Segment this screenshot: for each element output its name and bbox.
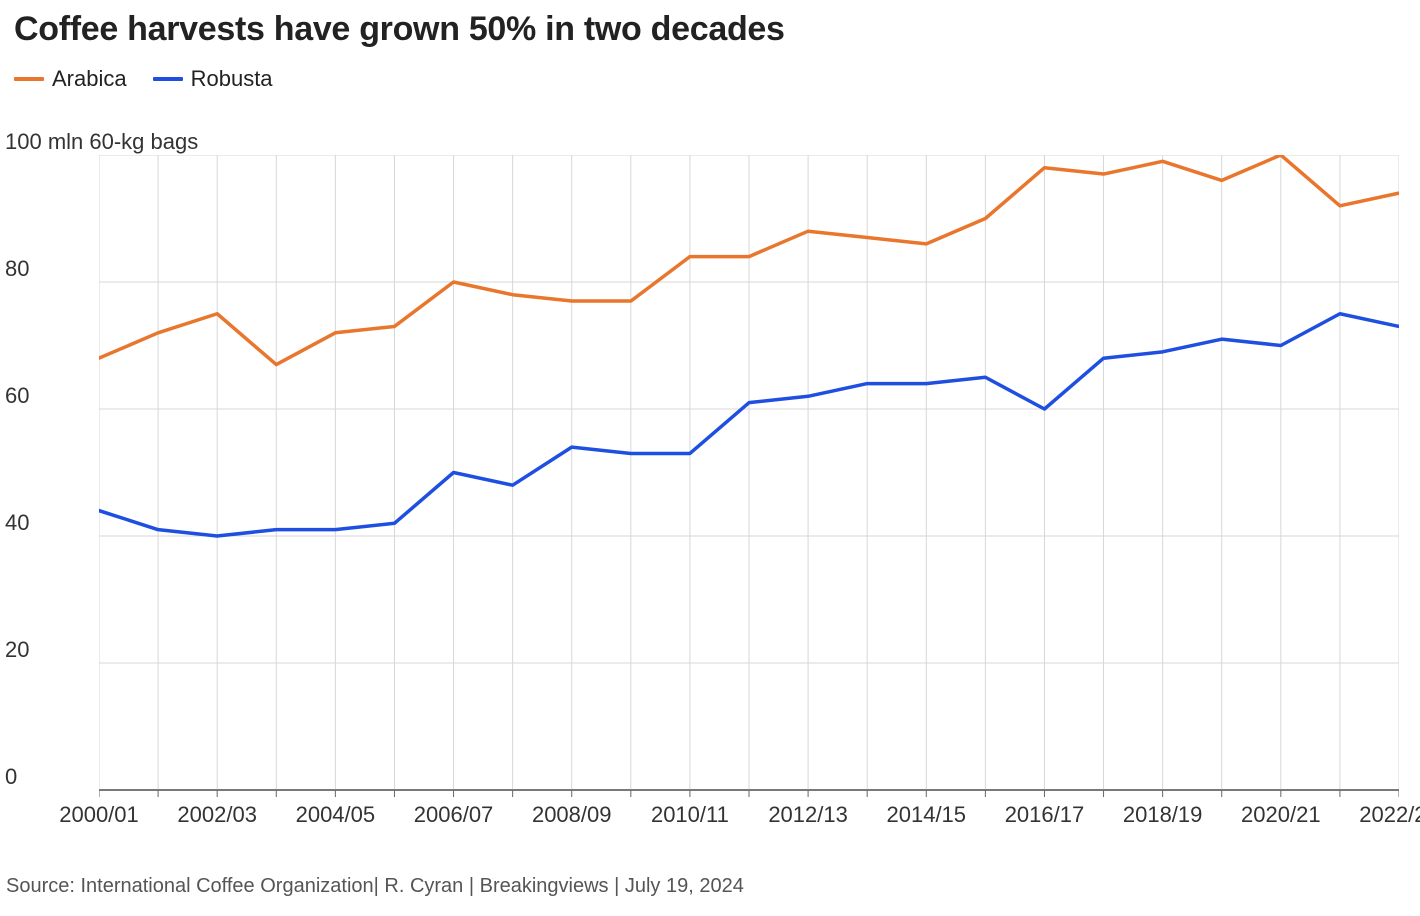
legend-item-robusta: Robusta [153,66,273,92]
legend-swatch [14,77,44,81]
y-tick-label: 80 [5,256,29,282]
chart-svg [99,155,1399,800]
y-tick-label: 20 [5,637,29,663]
chart-title: Coffee harvests have grown 50% in two de… [14,10,785,49]
x-tick-label: 2004/05 [296,802,376,828]
source-note: Source: International Coffee Organizatio… [6,875,744,898]
x-tick-label: 2006/07 [414,802,494,828]
x-tick-label: 2008/09 [532,802,612,828]
y-unit-label: 100 mln 60-kg bags [5,129,198,155]
x-tick-label: 2002/03 [177,802,257,828]
x-tick-label: 2012/13 [768,802,848,828]
x-tick-label: 2000/01 [59,802,139,828]
legend-label: Robusta [191,66,273,92]
x-tick-label: 2018/19 [1123,802,1203,828]
legend: Arabica Robusta [14,66,273,92]
x-tick-label: 2020/21 [1241,802,1321,828]
legend-label: Arabica [52,66,127,92]
x-tick-label: 2014/15 [887,802,967,828]
y-tick-label: 40 [5,510,29,536]
x-tick-label: 2022/23 [1359,802,1420,828]
x-tick-label: 2016/17 [1005,802,1085,828]
legend-item-arabica: Arabica [14,66,127,92]
y-tick-label: 0 [5,764,17,790]
legend-swatch [153,77,183,81]
x-tick-label: 2010/11 [651,802,729,828]
chart-plot-area [99,155,1399,790]
y-tick-label: 60 [5,383,29,409]
